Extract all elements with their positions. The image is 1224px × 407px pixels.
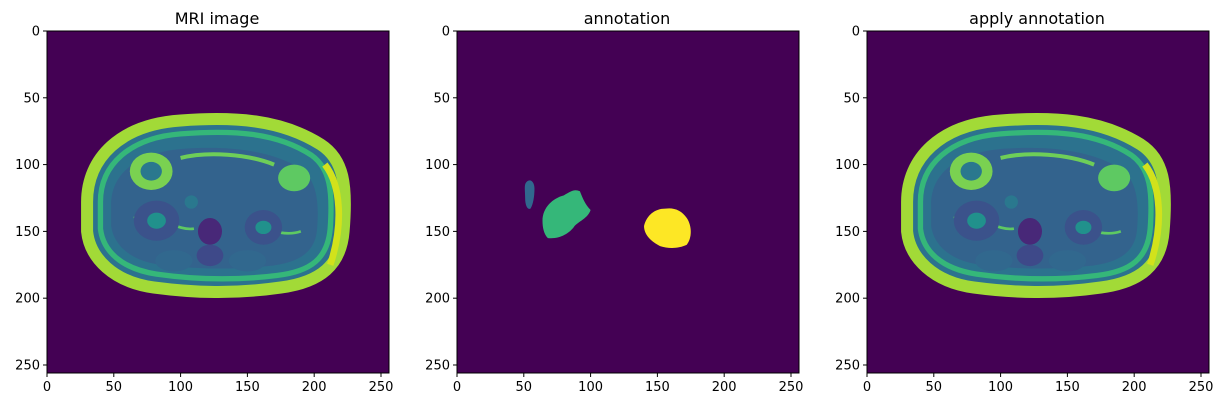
applied-image: [867, 31, 1209, 373]
x-tick-label: 50: [106, 380, 123, 395]
y-tick-label: 0: [852, 25, 860, 40]
x-tick-label: 50: [926, 380, 943, 395]
x-tick-label: 200: [302, 380, 327, 395]
x-tick-label: 200: [712, 380, 737, 395]
y-tick-label: 150: [15, 225, 40, 240]
axes-frame: [866, 30, 1210, 374]
axes-frame: [456, 30, 800, 374]
x-tick-label: 200: [1122, 380, 1147, 395]
y-tick-label: 50: [843, 91, 860, 106]
y-tick-label: 100: [15, 158, 40, 173]
y-axis: 0 50 100 150 200 250: [835, 25, 867, 373]
x-tick-label: 50: [516, 380, 533, 395]
annotation-region-1: [524, 180, 535, 209]
annotation-region-3: [644, 208, 691, 248]
y-tick-label: 200: [835, 292, 860, 307]
y-tick-label: 100: [425, 158, 450, 173]
panel-title: apply annotation: [969, 9, 1105, 28]
y-tick-label: 250: [425, 358, 450, 373]
panel-apply: apply annotation 0 50 100 150 200 250 0 50 100 1…: [835, 9, 1213, 395]
y-tick-label: 250: [835, 358, 860, 373]
annotation-region-2: [542, 190, 591, 239]
x-axis: 0 50 100 150 200 250: [453, 373, 804, 395]
x-tick-label: 0: [863, 380, 871, 395]
y-tick-label: 150: [835, 225, 860, 240]
y-tick-label: 0: [32, 25, 40, 40]
axes-frame: [46, 30, 390, 374]
y-tick-label: 150: [425, 225, 450, 240]
panel-mri: MRI image 0 50 100 150 200 250 0 50 100 150 200 25…: [15, 9, 393, 395]
x-tick-label: 100: [168, 380, 193, 395]
annotation-image: [457, 31, 799, 373]
mri-image: [47, 31, 389, 373]
panel-annotation: annotation 0 50 100 150 200 250 0 50 100 150 200 2…: [425, 9, 803, 395]
x-tick-label: 150: [235, 380, 260, 395]
y-tick-label: 50: [433, 91, 450, 106]
x-tick-label: 150: [1055, 380, 1080, 395]
y-tick-label: 200: [425, 292, 450, 307]
y-tick-label: 200: [15, 292, 40, 307]
y-tick-label: 0: [442, 25, 450, 40]
x-axis: 0 50 100 150 200 250: [863, 373, 1214, 395]
y-axis: 0 50 100 150 200 250: [425, 25, 457, 373]
x-tick-label: 0: [453, 380, 461, 395]
x-axis: 0 50 100 150 200 250: [43, 373, 394, 395]
x-tick-label: 250: [369, 380, 394, 395]
x-tick-label: 100: [988, 380, 1013, 395]
x-tick-label: 100: [578, 380, 603, 395]
y-axis: 0 50 100 150 200 250: [15, 25, 47, 373]
x-tick-label: 0: [43, 380, 51, 395]
panel-title: MRI image: [175, 9, 260, 28]
panel-title: annotation: [584, 9, 671, 28]
x-tick-label: 250: [779, 380, 804, 395]
x-tick-label: 250: [1189, 380, 1214, 395]
y-tick-label: 250: [15, 358, 40, 373]
y-tick-label: 100: [835, 158, 860, 173]
y-tick-label: 50: [23, 91, 40, 106]
x-tick-label: 150: [645, 380, 670, 395]
